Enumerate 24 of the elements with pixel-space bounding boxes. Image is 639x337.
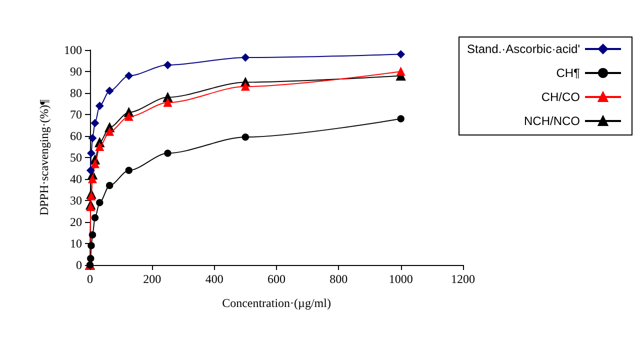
y-tick-label: 10	[70, 236, 82, 250]
y-tick-label: 60	[70, 129, 82, 143]
x-axis-title: Concentration·(µg/ml)	[222, 296, 331, 310]
x-tick-label: 400	[205, 272, 224, 286]
x-tick-label: 200	[143, 272, 162, 286]
x-tick-label: 1000	[388, 272, 413, 286]
y-tick-label: 70	[70, 108, 82, 122]
y-tick-label: 80	[70, 86, 82, 100]
y-tick-label: 20	[70, 215, 82, 229]
y-tick-label: 90	[70, 64, 82, 78]
x-tick-label: 800	[330, 272, 348, 286]
y-tick-label: 50	[70, 150, 82, 164]
y-tick-label: 30	[70, 194, 82, 208]
y-tick-label: 100	[64, 43, 82, 57]
x-tick-label: 600	[268, 272, 286, 286]
y-axis-title: DPPH·scavenging·(%)¶	[37, 98, 51, 216]
x-tick-label: 1200	[451, 272, 475, 286]
y-tick-label: 0	[76, 258, 82, 272]
legend-label: CH¶	[556, 66, 580, 80]
x-tick-label: 0	[87, 272, 93, 286]
legend-label: Stand.·Ascorbic·acid'	[466, 42, 580, 56]
legend-label: CH/CO	[541, 90, 580, 104]
y-tick-label: 40	[70, 172, 82, 186]
legend-label: NCH/NCO	[524, 114, 580, 128]
